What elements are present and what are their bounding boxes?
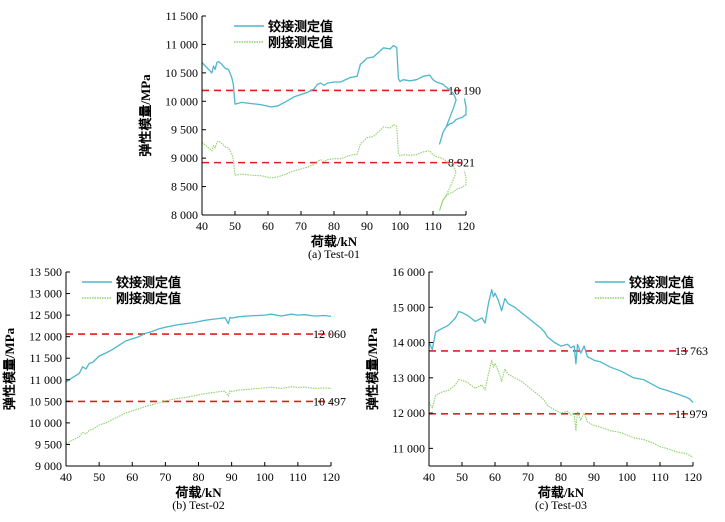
y-tick-label: 11 500 — [29, 351, 62, 365]
series-line-rigid — [65, 386, 332, 445]
y-tick-label: 9 000 — [35, 459, 62, 473]
x-tick-label: 90 — [226, 470, 238, 484]
x-tick-label: 100 — [618, 470, 636, 484]
y-tick-label: 15 000 — [392, 300, 425, 314]
chart-test-01: 10 190 8 921 40 50 60 70 80 90 100 110 120 8 000 8 5… — [138, 9, 481, 261]
y-tick-label: 10 000 — [29, 416, 62, 430]
legend-label-hinged: 铰接测定值 — [629, 275, 694, 290]
legend-label-hinged: 铰接测定值 — [268, 19, 333, 34]
x-tick-label: 50 — [93, 470, 105, 484]
reference-label-1: 10 497 — [313, 394, 346, 408]
series-line-hinged — [65, 313, 332, 383]
y-tick-label: 9 500 — [35, 437, 62, 451]
x-tick-label: 90 — [361, 219, 373, 233]
x-tick-label: 60 — [262, 219, 274, 233]
y-tick-label: 11 000 — [165, 37, 198, 51]
y-tick-label: 13 000 — [392, 371, 425, 385]
y-tick-label: 11 500 — [165, 9, 198, 23]
y-tick-label: 12 000 — [29, 330, 62, 344]
x-tick-label: 100 — [256, 470, 274, 484]
y-tick-label: 12 000 — [392, 406, 425, 420]
y-tick-label: 8 500 — [171, 180, 198, 194]
y-tick-label: 9 500 — [171, 123, 198, 137]
x-tick-label: 40 — [60, 470, 72, 484]
x-tick-label: 70 — [522, 470, 534, 484]
reference-label-0: 13 763 — [675, 344, 708, 358]
y-tick-label: 16 000 — [392, 265, 425, 279]
reference-label-1: 11 979 — [675, 407, 708, 421]
legend-label-rigid: 刚接测定值 — [629, 291, 694, 306]
x-tick-label: 50 — [229, 219, 241, 233]
reference-label-0: 12 060 — [313, 327, 346, 341]
x-tick-label: 60 — [126, 470, 138, 484]
x-tick-label: 110 — [424, 219, 442, 233]
y-tick-label: 14 000 — [392, 336, 425, 350]
y-tick-label: 11 000 — [392, 441, 425, 455]
x-tick-label: 90 — [588, 470, 600, 484]
x-axis-label: 荷载/kN — [310, 234, 358, 249]
x-tick-label: 120 — [322, 470, 340, 484]
reference-label-1: 8 921 — [448, 156, 475, 170]
y-tick-label: 13 500 — [29, 265, 62, 279]
chart-test-03: 13 763 11 979 40 50 60 70 80 90 100 110 120 11 000 1… — [365, 265, 708, 512]
x-tick-label: 110 — [289, 470, 307, 484]
x-tick-label: 110 — [651, 470, 669, 484]
x-tick-label: 40 — [196, 219, 208, 233]
legend-label-rigid: 刚接测定值 — [116, 291, 181, 306]
y-tick-label: 10 000 — [165, 94, 198, 108]
x-axis-label: 荷载/kN — [537, 485, 585, 500]
x-tick-label: 80 — [193, 470, 205, 484]
y-tick-label: 10 500 — [29, 394, 62, 408]
chart-caption: (b) Test-02 — [172, 498, 225, 512]
y-axis-label: 弹性模量/MPa — [2, 327, 17, 410]
legend-label-hinged: 铰接测定值 — [116, 275, 181, 290]
chart-test-02: 12 060 10 497 40 50 60 70 80 90 100 110 120 9 000 9 … — [2, 265, 346, 512]
reference-label-0: 10 190 — [448, 83, 481, 97]
series-line-rigid — [428, 359, 694, 458]
series-line-hinged — [428, 288, 694, 403]
y-tick-label: 12 500 — [29, 308, 62, 322]
y-axis-label: 弹性模量/MPa — [138, 74, 153, 157]
x-tick-label: 80 — [328, 219, 340, 233]
x-tick-label: 120 — [684, 470, 702, 484]
x-tick-label: 70 — [159, 470, 171, 484]
series-line-rigid — [201, 124, 467, 212]
y-tick-label: 11 000 — [29, 373, 62, 387]
legend-label-rigid: 刚接测定值 — [268, 35, 333, 50]
chart-caption: (c) Test-03 — [535, 498, 587, 512]
x-tick-label: 120 — [457, 219, 475, 233]
series-line-hinged — [201, 44, 467, 145]
x-tick-label: 40 — [423, 470, 435, 484]
x-tick-label: 80 — [555, 470, 567, 484]
x-tick-label: 100 — [391, 219, 409, 233]
x-axis-label: 荷载/kN — [174, 485, 222, 500]
x-tick-label: 70 — [295, 219, 307, 233]
y-tick-label: 8 000 — [171, 208, 198, 222]
y-axis-label: 弹性模量/MPa — [365, 327, 380, 410]
x-tick-label: 50 — [456, 470, 468, 484]
x-tick-label: 60 — [489, 470, 501, 484]
y-tick-label: 9 000 — [171, 151, 198, 165]
chart-caption: (a) Test-01 — [308, 247, 360, 261]
y-tick-label: 10 500 — [165, 66, 198, 80]
y-tick-label: 13 000 — [29, 287, 62, 301]
